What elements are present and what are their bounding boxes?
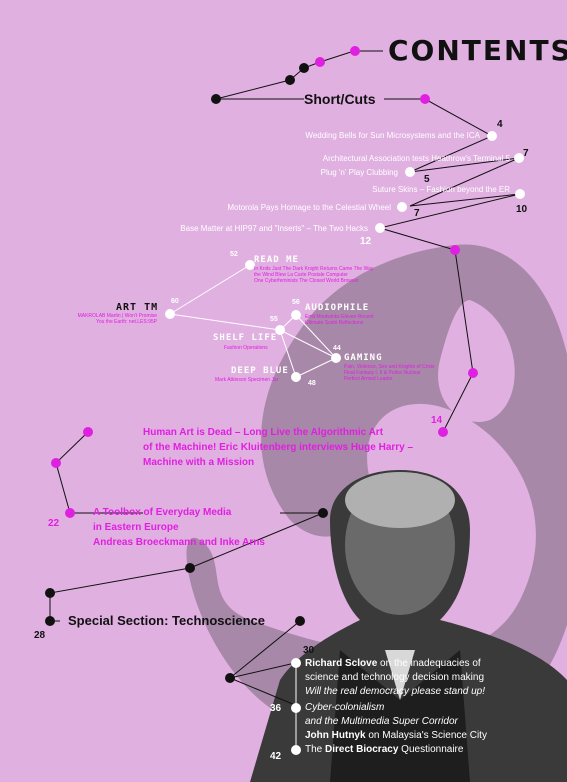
swirl-inner: [438, 300, 515, 422]
special-section-page: 28: [34, 630, 46, 641]
special-section-heading: Special Section: Technoscience: [68, 613, 265, 628]
short-cut-page: 7: [414, 208, 420, 219]
short-cut-item: Base Matter at HIP97 and "Inserts" – The…: [180, 224, 368, 233]
short-cut-item: Plug 'n' Play Clubbing: [320, 168, 398, 177]
feature-article: Human Art is Dead – Long Live the Algori…: [143, 427, 414, 468]
nodes: [45, 46, 525, 755]
techno-item: Cyber-colonialism and the Multimedia Sup…: [305, 702, 487, 741]
column-page: 48: [308, 380, 316, 387]
short-cut-page: 5: [424, 174, 430, 185]
techno-page: 30: [303, 645, 315, 656]
column-heading-deep-blue: DEEP BLUE: [231, 366, 289, 376]
short-cut-item: Motorola Pays Homage to the Celestial Wh…: [227, 203, 391, 212]
feature-page: 22: [48, 518, 60, 529]
feature-article: A Toolbox of Everyday Media in Eastern E…: [93, 507, 265, 548]
column-heading-shelf-life: SHELF LIFE: [213, 333, 278, 343]
short-cut-item: Architectural Association tests Heathrow…: [322, 154, 510, 163]
column-heading-audiophile: AUDIOPHILE: [305, 303, 370, 313]
portrait-photo: [250, 470, 567, 782]
column-description: Pain, Violence, Sex and Knights of Crisi…: [344, 364, 435, 382]
short-cut-page: 7: [523, 148, 529, 159]
column-description: Emit Mindwinks Eleven Recent Ultimate Su…: [305, 314, 374, 326]
column-heading-art-tm: ART TM: [116, 302, 159, 313]
column-description: In Knits Just The Dark Knight Returns Ca…: [254, 266, 374, 284]
techno-item: The Direct Biocracy Questionnaire: [305, 744, 464, 755]
techno-page: 42: [270, 751, 282, 762]
column-page: 56: [292, 299, 300, 306]
column-heading-gaming: GAMING: [344, 353, 383, 363]
short-cut-page: 10: [516, 204, 528, 215]
column-page: 44: [333, 345, 341, 352]
column-description: Fashion Operations: [224, 345, 268, 351]
short-cuts-heading: Short/Cuts: [304, 91, 376, 107]
column-page: 60: [171, 298, 179, 305]
techno-item: Richard Sclove on the inadequacies of sc…: [305, 658, 485, 697]
column-description: MAKROLAB Martin | Won't Promise You the …: [77, 313, 157, 325]
column-heading-read-me: READ ME: [254, 255, 299, 265]
column-page: 52: [230, 251, 238, 258]
column-page: 55: [270, 316, 278, 323]
short-cut-page: 4: [497, 119, 503, 130]
page-title: CONTENTS: [388, 34, 567, 67]
techno-page: 36: [270, 703, 282, 714]
feature-page: 14: [431, 415, 443, 426]
column-description: Mark Atkinson Specimen Jar: [215, 377, 279, 383]
short-cut-item: Suture Skins – Fashion beyond the ER: [372, 185, 510, 194]
short-cut-item: Wedding Bells for Sun Microsystems and t…: [305, 131, 480, 140]
short-cut-page: 12: [360, 236, 372, 247]
